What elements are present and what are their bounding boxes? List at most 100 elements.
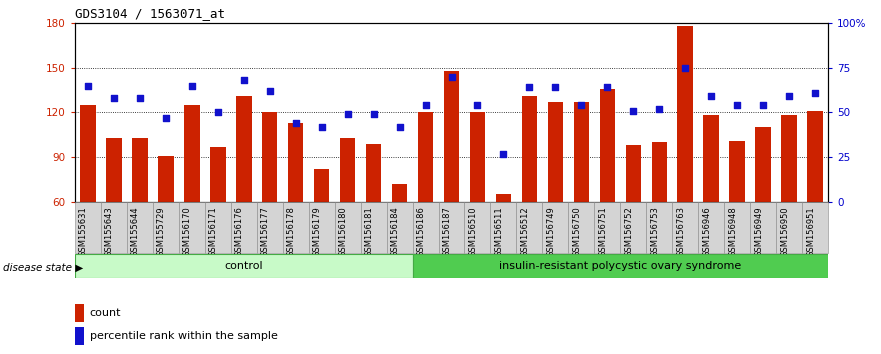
Bar — [335, 202, 360, 253]
Text: GSM155729: GSM155729 — [157, 206, 166, 257]
Point — [393, 124, 407, 130]
Point — [470, 102, 485, 108]
Point — [133, 95, 147, 101]
Text: GSM156512: GSM156512 — [521, 206, 529, 257]
Text: GSM156186: GSM156186 — [417, 206, 426, 257]
Bar — [231, 202, 256, 253]
Bar — [522, 96, 537, 202]
Bar — [75, 202, 100, 253]
Bar — [256, 202, 283, 253]
Bar — [620, 202, 647, 253]
Bar — [152, 202, 179, 253]
Text: GSM156171: GSM156171 — [209, 206, 218, 257]
Text: GSM156178: GSM156178 — [286, 206, 296, 257]
Text: GSM156752: GSM156752 — [625, 206, 633, 257]
Bar — [464, 202, 491, 253]
Bar — [444, 71, 459, 202]
Text: GSM156177: GSM156177 — [261, 206, 270, 257]
Text: GSM156753: GSM156753 — [650, 206, 659, 257]
Bar — [491, 202, 516, 253]
Bar — [548, 102, 563, 202]
Text: GSM156179: GSM156179 — [313, 206, 322, 257]
Point — [782, 93, 796, 99]
Bar — [308, 202, 335, 253]
Bar — [360, 202, 387, 253]
Bar — [314, 169, 329, 202]
Point — [704, 93, 718, 99]
Point — [341, 112, 355, 117]
Point — [289, 120, 303, 126]
Point — [418, 102, 433, 108]
Text: GSM156180: GSM156180 — [338, 206, 348, 257]
Text: GSM156511: GSM156511 — [494, 206, 503, 257]
Bar — [127, 202, 152, 253]
Point — [730, 102, 744, 108]
Text: GSM156751: GSM156751 — [598, 206, 607, 257]
Point — [444, 74, 458, 79]
Point — [366, 112, 381, 117]
Text: GSM156946: GSM156946 — [702, 206, 711, 257]
Bar — [647, 202, 672, 253]
Text: GSM156750: GSM156750 — [573, 206, 581, 257]
Text: GSM156176: GSM156176 — [234, 206, 244, 257]
Text: percentile rank within the sample: percentile rank within the sample — [90, 331, 278, 341]
Bar — [75, 304, 85, 321]
Bar — [340, 138, 355, 202]
Point — [159, 115, 173, 121]
Bar — [184, 105, 200, 202]
Bar — [439, 202, 464, 253]
Bar — [568, 202, 595, 253]
Bar — [652, 142, 667, 202]
Bar — [776, 202, 803, 253]
Bar — [724, 202, 751, 253]
Point — [548, 85, 562, 90]
Bar — [283, 202, 308, 253]
Text: GSM156184: GSM156184 — [390, 206, 400, 257]
Bar — [516, 202, 543, 253]
Point — [626, 108, 640, 113]
Bar — [75, 327, 85, 345]
Bar — [496, 194, 511, 202]
Text: GSM156510: GSM156510 — [469, 206, 478, 257]
Bar — [677, 26, 693, 202]
Point — [808, 90, 822, 96]
Text: GSM156187: GSM156187 — [442, 206, 451, 257]
Bar — [80, 105, 96, 202]
Text: GSM156948: GSM156948 — [729, 206, 737, 257]
Bar — [412, 202, 439, 253]
Text: GSM155644: GSM155644 — [130, 206, 140, 257]
Bar — [106, 138, 122, 202]
Point — [211, 110, 225, 115]
Text: GSM156763: GSM156763 — [677, 206, 685, 257]
Point — [81, 83, 95, 88]
Point — [522, 85, 537, 90]
Point — [263, 88, 277, 94]
Bar — [179, 202, 204, 253]
Point — [237, 78, 251, 83]
Bar — [803, 202, 828, 253]
Text: GSM156181: GSM156181 — [365, 206, 374, 257]
Bar — [366, 144, 381, 202]
Bar — [595, 202, 620, 253]
Text: GSM155631: GSM155631 — [79, 206, 88, 257]
Bar — [574, 102, 589, 202]
Bar — [132, 138, 148, 202]
Bar — [392, 184, 407, 202]
Bar — [703, 115, 719, 202]
Bar — [751, 202, 776, 253]
Bar — [807, 111, 823, 202]
Text: GSM156950: GSM156950 — [781, 206, 789, 257]
Text: control: control — [225, 261, 263, 271]
Point — [756, 102, 770, 108]
Text: insulin-resistant polycystic ovary syndrome: insulin-resistant polycystic ovary syndr… — [500, 261, 742, 271]
Text: GSM156749: GSM156749 — [546, 206, 555, 257]
Point — [574, 102, 589, 108]
Bar — [262, 113, 278, 202]
Bar — [100, 202, 127, 253]
Bar — [75, 254, 412, 278]
Bar — [672, 202, 699, 253]
Bar — [600, 88, 615, 202]
Text: GSM156951: GSM156951 — [806, 206, 815, 257]
Bar — [236, 96, 251, 202]
Text: GSM156949: GSM156949 — [754, 206, 763, 257]
